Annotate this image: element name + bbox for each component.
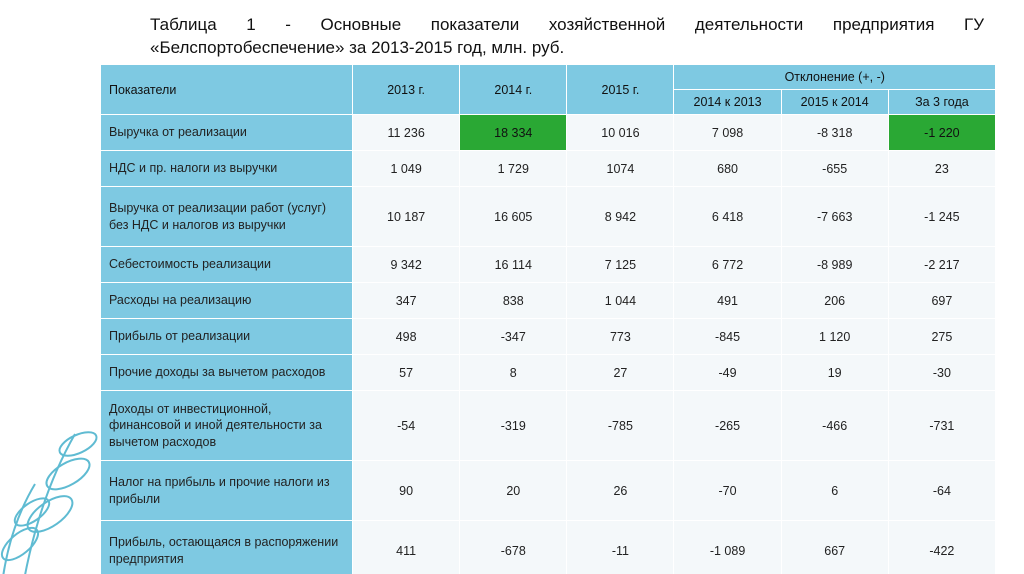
cell-value: 57 <box>353 355 460 391</box>
row-label: Выручка от реализации <box>101 115 353 151</box>
cell-value: 773 <box>567 319 674 355</box>
cell-value: 838 <box>460 283 567 319</box>
indicators-table: Показатели 2013 г. 2014 г. 2015 г. Откло… <box>100 64 996 574</box>
row-label: Налог на прибыль и прочие налоги из приб… <box>101 461 353 521</box>
col-indicators: Показатели <box>101 65 353 115</box>
cell-value: -49 <box>674 355 781 391</box>
cell-value: 8 942 <box>567 187 674 247</box>
cell-value: 697 <box>888 283 995 319</box>
col-deviation: Отклонение (+, -) <box>674 65 996 90</box>
cell-value: 1 729 <box>460 151 567 187</box>
cell-value: 90 <box>353 461 460 521</box>
cell-value: 19 <box>781 355 888 391</box>
row-label: Себестоимость реализации <box>101 247 353 283</box>
col-2014-2013: 2014 к 2013 <box>674 90 781 115</box>
row-label: Прибыль, остающаяся в распоряжении предп… <box>101 521 353 574</box>
col-2014: 2014 г. <box>460 65 567 115</box>
table-row: НДС и пр. налоги из выручки1 0491 729107… <box>101 151 996 187</box>
cell-value: 411 <box>353 521 460 574</box>
cell-value: -1 220 <box>888 115 995 151</box>
cell-value: 11 236 <box>353 115 460 151</box>
cell-value: 7 125 <box>567 247 674 283</box>
cell-value: -785 <box>567 391 674 461</box>
cell-value: 16 605 <box>460 187 567 247</box>
table-row: Прибыль от реализации498-347773-8451 120… <box>101 319 996 355</box>
col-2015: 2015 г. <box>567 65 674 115</box>
table-caption: Таблица 1 - Основные показатели хозяйств… <box>150 14 984 60</box>
cell-value: -1 245 <box>888 187 995 247</box>
cell-value: -422 <box>888 521 995 574</box>
row-label: Прибыль от реализации <box>101 319 353 355</box>
cell-value: -70 <box>674 461 781 521</box>
cell-value: -64 <box>888 461 995 521</box>
cell-value: -731 <box>888 391 995 461</box>
cell-value: 667 <box>781 521 888 574</box>
table-row: Налог на прибыль и прочие налоги из приб… <box>101 461 996 521</box>
cell-value: 16 114 <box>460 247 567 283</box>
cell-value: 491 <box>674 283 781 319</box>
cell-value: 18 334 <box>460 115 567 151</box>
table-row: Расходы на реализацию3478381 04449120669… <box>101 283 996 319</box>
col-2015-2014: 2015 к 2014 <box>781 90 888 115</box>
cell-value: 498 <box>353 319 460 355</box>
cell-value: 27 <box>567 355 674 391</box>
cell-value: 10 187 <box>353 187 460 247</box>
col-2013: 2013 г. <box>353 65 460 115</box>
table-row: Выручка от реализации11 23618 33410 0167… <box>101 115 996 151</box>
cell-value: 7 098 <box>674 115 781 151</box>
cell-value: -7 663 <box>781 187 888 247</box>
row-label: Выручка от реализации работ (услуг) без … <box>101 187 353 247</box>
cell-value: 9 342 <box>353 247 460 283</box>
cell-value: 1074 <box>567 151 674 187</box>
cell-value: -655 <box>781 151 888 187</box>
cell-value: 6 418 <box>674 187 781 247</box>
cell-value: 1 044 <box>567 283 674 319</box>
table-row: Выручка от реализации работ (услуг) без … <box>101 187 996 247</box>
cell-value: 347 <box>353 283 460 319</box>
row-label: Расходы на реализацию <box>101 283 353 319</box>
table-row: Прочие доходы за вычетом расходов57827-4… <box>101 355 996 391</box>
cell-value: -678 <box>460 521 567 574</box>
cell-value: -319 <box>460 391 567 461</box>
cell-value: 23 <box>888 151 995 187</box>
cell-value: 1 049 <box>353 151 460 187</box>
cell-value: -8 989 <box>781 247 888 283</box>
cell-value: 10 016 <box>567 115 674 151</box>
cell-value: -11 <box>567 521 674 574</box>
col-3years: За 3 года <box>888 90 995 115</box>
cell-value: 8 <box>460 355 567 391</box>
cell-value: -845 <box>674 319 781 355</box>
cell-value: -1 089 <box>674 521 781 574</box>
row-label: Доходы от инвестиционной, финансовой и и… <box>101 391 353 461</box>
cell-value: -347 <box>460 319 567 355</box>
cell-value: -30 <box>888 355 995 391</box>
cell-value: -2 217 <box>888 247 995 283</box>
cell-value: 6 <box>781 461 888 521</box>
cell-value: -265 <box>674 391 781 461</box>
table-row: Себестоимость реализации9 34216 1147 125… <box>101 247 996 283</box>
cell-value: 1 120 <box>781 319 888 355</box>
table-row: Прибыль, остающаяся в распоряжении предп… <box>101 521 996 574</box>
row-label: Прочие доходы за вычетом расходов <box>101 355 353 391</box>
cell-value: 26 <box>567 461 674 521</box>
cell-value: 20 <box>460 461 567 521</box>
table-row: Доходы от инвестиционной, финансовой и и… <box>101 391 996 461</box>
cell-value: 680 <box>674 151 781 187</box>
cell-value: -466 <box>781 391 888 461</box>
cell-value: 206 <box>781 283 888 319</box>
cell-value: -54 <box>353 391 460 461</box>
indicators-table-container: Показатели 2013 г. 2014 г. 2015 г. Откло… <box>100 64 996 574</box>
cell-value: 6 772 <box>674 247 781 283</box>
cell-value: 275 <box>888 319 995 355</box>
cell-value: -8 318 <box>781 115 888 151</box>
row-label: НДС и пр. налоги из выручки <box>101 151 353 187</box>
